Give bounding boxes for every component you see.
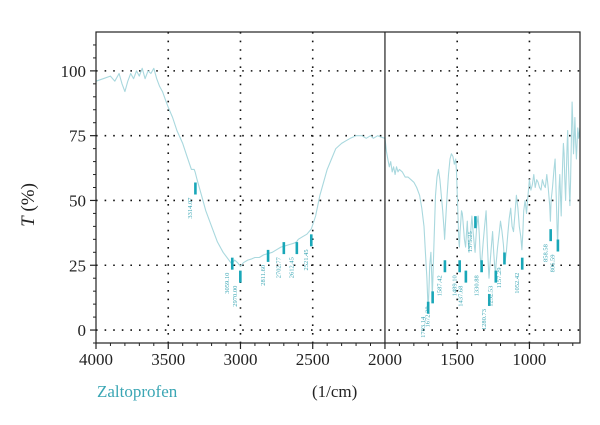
- peak-marker: [443, 260, 447, 273]
- grid-lines: [96, 32, 580, 343]
- x-tick-label: 2000: [368, 350, 402, 369]
- peak-marker: [487, 293, 491, 306]
- peak-marker: [230, 257, 234, 270]
- y-axis-label: T (%): [18, 183, 39, 227]
- peak-marker: [549, 229, 552, 242]
- axes: 4000 3500 3000 2500 2000 1500 1000 0 25 50 75 100: [61, 44, 574, 369]
- x-tick-label: 1000: [512, 350, 546, 369]
- y-tick-label: 50: [69, 191, 86, 210]
- peak-label: 806.59: [550, 255, 557, 273]
- peak-marker: [464, 270, 468, 283]
- peak-label: 1375.25: [467, 231, 474, 252]
- y-tick-label: 100: [61, 62, 87, 81]
- peak-marker: [480, 260, 483, 273]
- peak-label: 1157.29: [496, 267, 503, 288]
- peak-label: 1672.28: [424, 306, 431, 327]
- peak-marker: [239, 270, 242, 283]
- peak-marker: [520, 257, 524, 270]
- x-tick-label: 3500: [151, 350, 185, 369]
- peak-marker: [295, 242, 299, 255]
- peak-marker: [309, 234, 313, 247]
- x-tick-label: 1500: [440, 350, 474, 369]
- peak-marker: [556, 239, 560, 252]
- y-axis-variable: T: [18, 215, 39, 227]
- peak-marker: [474, 216, 477, 229]
- peak-label: 1489.10: [451, 275, 458, 296]
- peak-label: 1052.42: [514, 273, 521, 294]
- peak-marker: [194, 182, 197, 195]
- peak-label: 1232.53: [487, 286, 494, 307]
- peak-label: 3314.07: [187, 197, 194, 219]
- x-tick-label: 4000: [79, 350, 113, 369]
- spectrum-series: [95, 67, 581, 308]
- peak-marker: [426, 301, 430, 314]
- y-tick-label: 0: [78, 321, 87, 340]
- peak-label: 2702.77: [276, 256, 283, 278]
- peak-marker: [266, 249, 270, 262]
- peak-label: 1703.14: [420, 316, 427, 338]
- x-axis-label: (1/cm): [312, 382, 358, 401]
- peak-label: 1330.88: [473, 275, 480, 296]
- peak-marker: [494, 270, 498, 283]
- sample-name: Zaltoprofen: [97, 382, 178, 401]
- peak-label: 1437.68: [458, 286, 465, 307]
- y-tick-label: 75: [69, 127, 86, 146]
- peak-label: 2521.45: [303, 249, 310, 270]
- y-axis-unit: (%): [18, 183, 39, 211]
- peak-marker: [282, 242, 286, 255]
- peak-label: 2811.60: [260, 265, 267, 286]
- peak-label: 2970.00: [232, 286, 239, 307]
- peak-marker: [458, 260, 461, 273]
- peak-label: 858.58: [542, 244, 549, 262]
- x-tick-label: 3000: [223, 350, 257, 369]
- peak-label: 2612.45: [289, 257, 296, 278]
- peak-label: 1280.73: [481, 309, 488, 330]
- peak-label: 1587.42: [437, 275, 444, 296]
- y-tick-label: 25: [69, 256, 86, 275]
- peak-marker: [503, 252, 506, 265]
- peak-marker: [431, 291, 434, 304]
- spectrum-line: [95, 67, 581, 308]
- x-tick-label: 2500: [296, 350, 330, 369]
- peak-label: 3059.10: [224, 273, 231, 294]
